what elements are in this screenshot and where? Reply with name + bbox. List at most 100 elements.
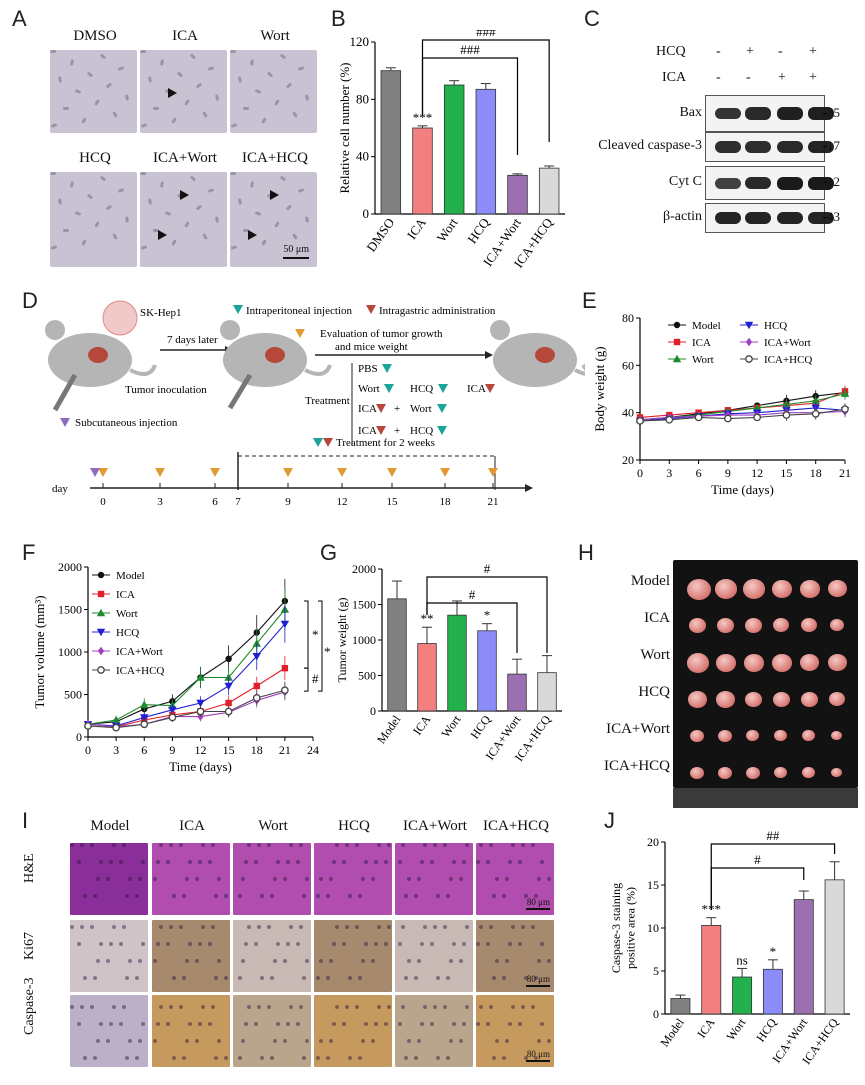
nucleus-dot (518, 860, 522, 864)
series-line (87, 609, 286, 725)
histology-image (152, 843, 230, 915)
y-tick-label: 1500 (58, 603, 82, 617)
tumor-cell-icon (102, 300, 138, 336)
kda-marker: 12 (827, 174, 840, 189)
histology-image (233, 843, 311, 915)
data-point (225, 655, 232, 662)
blot-strip (705, 203, 834, 233)
significance-label: * (770, 944, 777, 959)
nucleus-dot (443, 925, 447, 929)
panel-letter-e: E (582, 288, 597, 313)
nucleus-dot (547, 959, 551, 963)
y-tick-label: 10 (647, 921, 659, 935)
micrograph-image (140, 50, 227, 133)
significance-label: *** (413, 110, 433, 125)
nucleus-dot (511, 1005, 515, 1009)
x-tick-label: 3 (666, 466, 672, 480)
nucleus-dot (326, 894, 330, 898)
timeline-day-label: 12 (337, 496, 348, 508)
nucleus-dot (348, 894, 352, 898)
nucleus-dot (112, 1005, 116, 1009)
histology-image (395, 843, 473, 915)
y-axis-title: Relative cell number (%) (337, 62, 352, 193)
tumor-specimen (746, 730, 759, 742)
data-point (672, 354, 682, 363)
tumor-specimen (688, 617, 707, 633)
nucleus-dot (286, 860, 290, 864)
significance-bracket (318, 600, 323, 692)
data-point (744, 321, 754, 330)
y-tick-label: 0 (76, 730, 82, 744)
significance-bracket (421, 39, 550, 142)
cell-shape (81, 117, 87, 124)
nucleus-dot (138, 959, 142, 963)
nucleus-dot (296, 1022, 300, 1026)
nucleus-dot (459, 1039, 463, 1043)
nucleus-dot (508, 1022, 512, 1026)
histology-image: 80 μm (476, 995, 554, 1067)
nucleus-dot (332, 860, 336, 864)
cell-shape (63, 107, 69, 110)
nucleus-dot (420, 942, 424, 946)
nucleus-dot (283, 1039, 287, 1043)
nucleus-dot (214, 976, 218, 980)
nucleus-dot (452, 942, 456, 946)
nucleus-dot (128, 1039, 132, 1043)
cell-shape (140, 123, 148, 128)
significance-label: * (312, 627, 319, 642)
nucleus-dot (125, 1056, 129, 1060)
y-axis-title-line: Caspase-3 staining (609, 883, 623, 973)
nucleus-dot (244, 942, 248, 946)
significance-bracket (710, 843, 836, 910)
nucleus-dot (166, 942, 170, 946)
nucleus-dot (423, 925, 427, 929)
nucleus-dot (77, 1022, 81, 1026)
nucleus-dot (122, 1005, 126, 1009)
bar (507, 673, 527, 712)
nucleus-dot (364, 942, 368, 946)
significance-label: ** (324, 644, 330, 659)
y-tick-label: 1500 (352, 598, 376, 612)
bar (701, 925, 722, 1015)
significance-bracket (426, 602, 518, 653)
nucleus-dot (305, 1039, 309, 1043)
nucleus-dot (214, 894, 218, 898)
nucleus-dot (489, 1005, 493, 1009)
nucleus-dot (153, 959, 157, 963)
bar (447, 614, 467, 712)
chart-e-body-weight: 20 40 60 80 0 3 6 9 12 15 18 21 Model ICA Wort HCQ ICA+W… (592, 311, 851, 497)
nucleus-dot (452, 860, 456, 864)
data-point (168, 706, 177, 714)
nucleus-dot (465, 1005, 469, 1009)
nucleus-dot (342, 860, 346, 864)
scale-bar (526, 1060, 550, 1062)
timeline-day-label: 7 (235, 496, 241, 508)
nucleus-dot (417, 1039, 421, 1043)
cell-shape (274, 99, 280, 106)
cell-shape (105, 82, 113, 89)
scale-bar-label: 80 μm (526, 974, 550, 984)
nucleus-dot (384, 942, 388, 946)
kda-marker: 17 (827, 138, 840, 153)
micrograph-label: Wort (260, 28, 290, 44)
cell-shape (117, 188, 125, 193)
nucleus-dot (449, 877, 453, 881)
group-ica-hcq-ica: ICA (358, 425, 377, 437)
group-ica-wort-wort: Wort (410, 403, 432, 415)
cell-shape (305, 94, 309, 101)
nucleus-dot (508, 942, 512, 946)
nucleus-dot (345, 843, 349, 847)
nucleus-dot (348, 1056, 352, 1060)
series-line (639, 390, 846, 418)
y-axis-title: Caspase-3 stainingpositive area (%)Caspa… (609, 883, 637, 973)
nucleus-dot (462, 1022, 466, 1026)
nucleus-dot (486, 860, 490, 864)
nucleus-dot (208, 1022, 212, 1026)
evaluation-marker-icon (295, 329, 305, 338)
data-point (782, 411, 791, 419)
data-point (224, 707, 233, 716)
cell-shape (70, 181, 74, 188)
cell-shape (285, 82, 293, 89)
y-tick-label: 15 (647, 878, 659, 892)
nucleus-dot (125, 894, 129, 898)
